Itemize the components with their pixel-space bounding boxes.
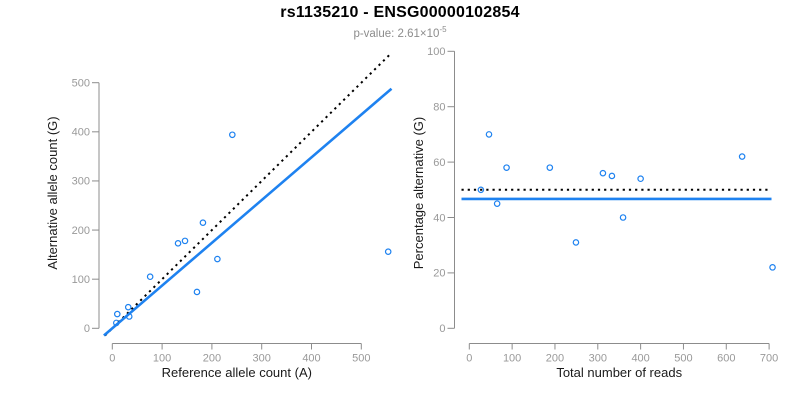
data-point bbox=[113, 310, 121, 318]
x-tick-label: 700 bbox=[760, 353, 778, 365]
y-tick-label: 0 bbox=[84, 323, 90, 335]
x-tick-label: 200 bbox=[546, 353, 564, 365]
regression-line bbox=[103, 87, 393, 337]
data-point bbox=[174, 240, 182, 247]
x-tick-label: 100 bbox=[153, 353, 171, 365]
x-tick-label: 0 bbox=[109, 353, 115, 365]
data-point bbox=[477, 186, 485, 194]
data-point bbox=[572, 239, 580, 246]
data-point bbox=[214, 255, 221, 263]
x-tick-label: 200 bbox=[203, 353, 221, 365]
data-point bbox=[503, 164, 510, 171]
y-tick-label: 40 bbox=[433, 212, 445, 224]
allele-count-scatter: 0 100 200 300 400 500 0 100 200 300 400 500 Referenc… bbox=[45, 54, 393, 380]
data-point bbox=[608, 172, 616, 180]
x-tick-label: 400 bbox=[302, 353, 320, 365]
y-tick-label: 300 bbox=[72, 176, 90, 188]
x-tick-label: 300 bbox=[253, 353, 271, 365]
y-tick-label: 400 bbox=[72, 127, 90, 139]
plot-subtitle: p-value: 2.61×10-5 bbox=[0, 25, 800, 40]
y-tick-label: 100 bbox=[427, 46, 445, 58]
data-point bbox=[485, 131, 493, 138]
pvalue-text: p-value: 2.61×10 bbox=[353, 27, 440, 40]
y-tick-label: 100 bbox=[72, 274, 90, 286]
x-axis-title: Reference allele count (A) bbox=[162, 365, 312, 380]
data-point bbox=[546, 164, 554, 171]
y-tick-label: 500 bbox=[72, 78, 90, 90]
x-tick-label: 500 bbox=[674, 353, 692, 365]
y-tick-label: 0 bbox=[439, 323, 445, 335]
data-point bbox=[199, 219, 207, 226]
data-point bbox=[493, 200, 501, 207]
x-tick-label: 300 bbox=[589, 353, 607, 365]
y-axis-title: Percentage alternative (G) bbox=[411, 117, 426, 269]
y-axis-title: Alternative allele count (G) bbox=[45, 116, 60, 269]
x-tick-label: 400 bbox=[631, 353, 649, 365]
pvalue-exponent: -5 bbox=[439, 25, 447, 34]
x-tick-label: 500 bbox=[352, 353, 370, 365]
x-tick-label: 600 bbox=[717, 353, 735, 365]
data-point bbox=[619, 214, 627, 221]
y-tick-label: 60 bbox=[433, 157, 445, 169]
plot-title: rs1135210 - ENSG00000102854 bbox=[280, 4, 520, 21]
data-point bbox=[193, 288, 201, 296]
data-point bbox=[229, 131, 236, 139]
data-point bbox=[384, 248, 392, 255]
y-tick-label: 200 bbox=[72, 225, 90, 237]
identity-line bbox=[104, 54, 391, 337]
x-tick-label: 100 bbox=[503, 353, 521, 365]
x-axis-title: Total number of reads bbox=[556, 365, 682, 380]
data-point bbox=[769, 264, 776, 271]
x-tick-label: 0 bbox=[466, 353, 472, 365]
percentage-scatter: 0 20 40 60 80 100 0 100 200 300 400 500 600 700 Total … bbox=[411, 46, 778, 380]
data-point bbox=[637, 175, 644, 183]
y-tick-label: 20 bbox=[433, 268, 445, 280]
data-point bbox=[599, 169, 607, 177]
data-point bbox=[146, 273, 154, 281]
y-tick-label: 80 bbox=[433, 102, 445, 114]
data-point bbox=[181, 237, 189, 245]
data-point bbox=[738, 153, 746, 160]
data-point bbox=[124, 303, 132, 311]
